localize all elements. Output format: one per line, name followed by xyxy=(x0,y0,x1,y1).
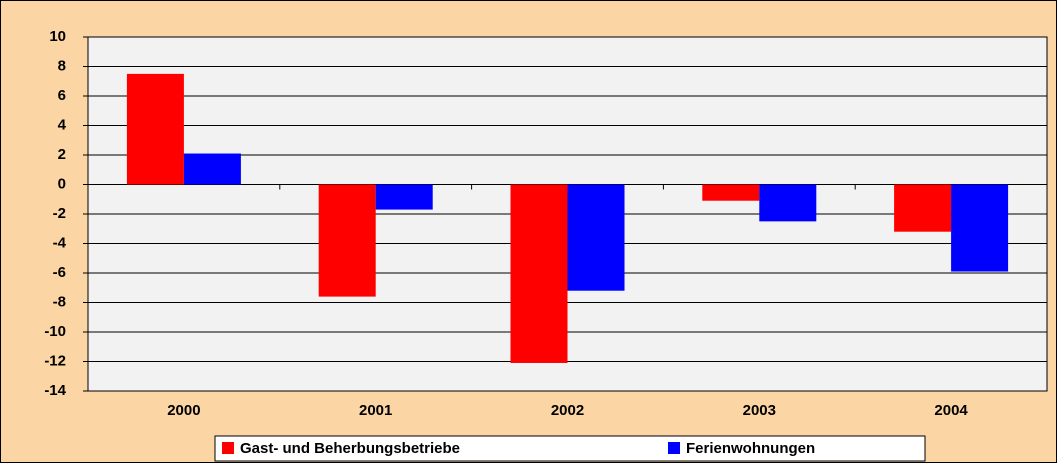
legend-box xyxy=(214,435,926,462)
legend-swatch xyxy=(668,442,680,454)
y-tick-label: -12 xyxy=(44,352,66,369)
y-tick-label: 2 xyxy=(58,146,66,163)
bar xyxy=(951,184,1009,272)
legend-swatch xyxy=(222,442,234,454)
x-tick-label: 2000 xyxy=(167,402,200,419)
bar xyxy=(759,184,817,222)
bar xyxy=(375,184,433,210)
x-tick-label: 2003 xyxy=(743,402,776,419)
bar xyxy=(318,184,376,297)
bar xyxy=(894,184,952,232)
y-tick-label: -4 xyxy=(53,234,67,251)
legend-label: Gast- und Beherbungsbetriebe xyxy=(240,440,460,457)
legend: Gast- und Beherbungsbetriebe Ferienwohnun… xyxy=(214,435,926,462)
y-tick-label: -14 xyxy=(44,382,66,399)
y-tick-label: -2 xyxy=(53,205,66,222)
y-tick-label: 0 xyxy=(58,175,66,192)
y-tick-label: -6 xyxy=(53,264,66,281)
legend-label: Ferienwohnungen xyxy=(686,440,815,457)
bar xyxy=(183,153,241,185)
y-tick-label: 10 xyxy=(49,28,66,45)
y-tick-label: -8 xyxy=(53,293,66,310)
y-tick-label: -10 xyxy=(44,323,66,340)
x-tick-label: 2001 xyxy=(359,402,392,419)
bar xyxy=(510,184,568,363)
y-tick-label: 6 xyxy=(58,87,66,104)
y-tick-label: 8 xyxy=(58,57,66,74)
y-tick-label: 4 xyxy=(58,116,67,133)
x-tick-label: 2004 xyxy=(934,402,968,419)
x-tick-label: 2002 xyxy=(551,402,584,419)
bar xyxy=(126,73,184,185)
bar xyxy=(567,184,625,291)
bar xyxy=(702,184,760,201)
